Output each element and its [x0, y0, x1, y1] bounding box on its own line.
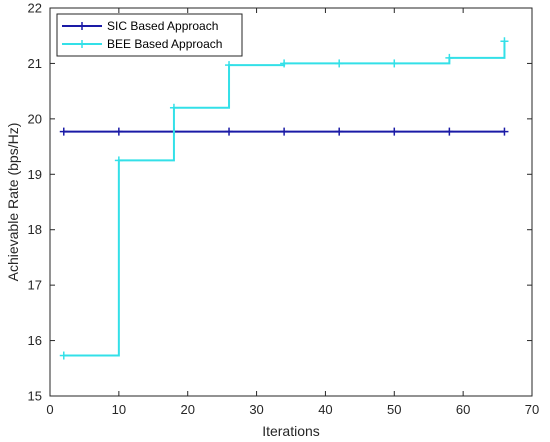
x-tick-label: 20: [180, 402, 194, 417]
y-tick-label: 19: [28, 167, 42, 182]
legend: SIC Based Approach BEE Based Approach: [56, 13, 243, 57]
data-point: [225, 61, 234, 70]
data-point: [59, 127, 68, 136]
series-layer: [59, 37, 509, 360]
axis-ticks: 0 10 20 30 40 50 60 70 15 16 17 18 19 20 21 22: [28, 1, 540, 418]
data-point: [114, 156, 123, 165]
x-tick-label: 50: [387, 402, 401, 417]
legend-label-bee: BEE Based Approach: [107, 37, 222, 51]
y-tick-label: 15: [28, 389, 42, 404]
x-tick-label: 40: [318, 402, 332, 417]
data-point: [280, 59, 289, 68]
x-axis-label: Iterations: [262, 423, 320, 439]
data-point: [500, 37, 509, 46]
y-tick-label: 17: [28, 278, 42, 293]
x-tick-label: 70: [525, 402, 539, 417]
x-tick-label: 30: [249, 402, 263, 417]
y-tick-label: 20: [28, 111, 42, 126]
data-point: [59, 351, 68, 360]
data-point: [445, 53, 454, 62]
y-axis-label: Achievable Rate (bps/Hz): [5, 123, 21, 282]
x-tick-label: 60: [456, 402, 470, 417]
data-point: [390, 59, 399, 68]
y-tick-label: 18: [28, 222, 42, 237]
data-point: [335, 127, 344, 136]
data-point: [390, 127, 399, 136]
data-point: [445, 127, 454, 136]
data-point: [280, 127, 289, 136]
data-point: [169, 103, 178, 112]
legend-marker-bee: [78, 40, 86, 48]
data-point: [225, 127, 234, 136]
y-tick-label: 22: [28, 1, 42, 16]
x-tick-label: 0: [46, 402, 53, 417]
legend-marker-sic: [78, 22, 86, 30]
legend-label-sic: SIC Based Approach: [107, 19, 218, 33]
plot-area: [49, 7, 533, 397]
data-point: [114, 127, 123, 136]
y-tick-label: 21: [28, 56, 42, 71]
x-tick-label: 10: [112, 402, 126, 417]
data-point: [500, 127, 509, 136]
y-tick-label: 16: [28, 333, 42, 348]
legend-box: [56, 13, 243, 57]
data-point: [335, 59, 344, 68]
